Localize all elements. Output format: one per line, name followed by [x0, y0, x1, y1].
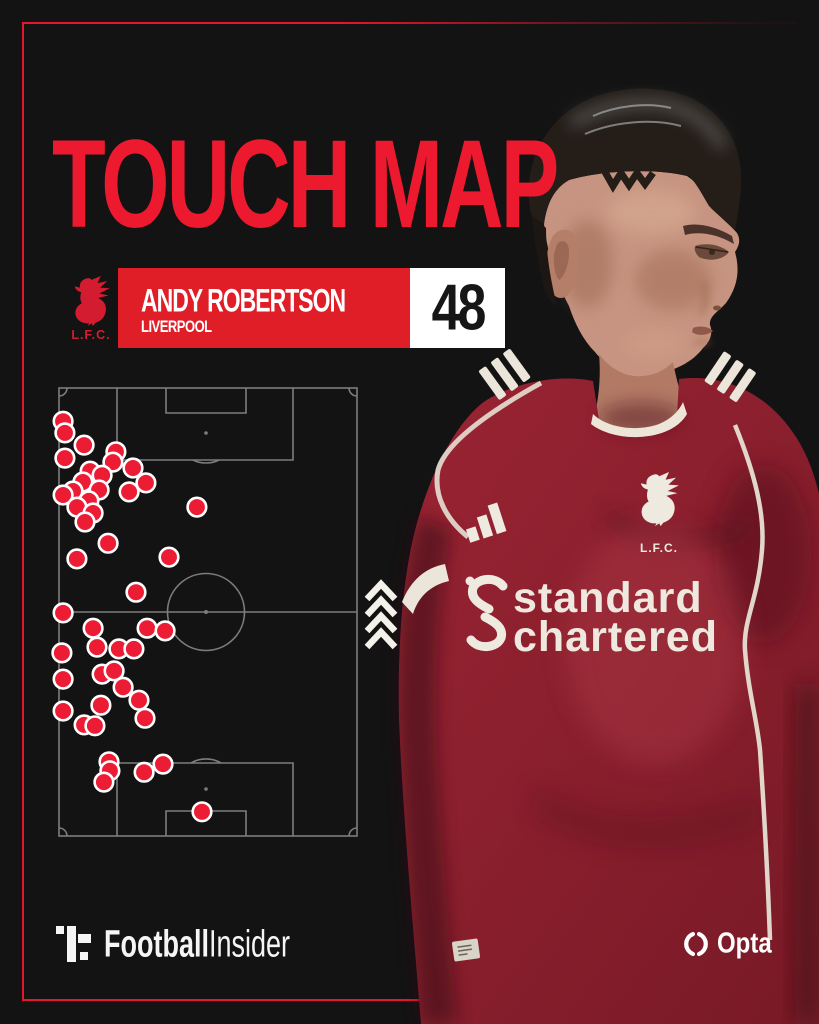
touch-dot [84, 715, 106, 737]
hair [528, 88, 742, 230]
opta-icon [684, 931, 708, 957]
touch-dot [122, 457, 144, 479]
standard-chartered-icon [465, 575, 508, 651]
touch-dot [97, 532, 119, 554]
touch-dot [133, 761, 155, 783]
touch-dots [51, 410, 213, 823]
sleeve-cuff [402, 564, 449, 614]
touch-dot [73, 434, 95, 456]
frame-border-fade [340, 20, 819, 28]
touch-dot [52, 484, 74, 506]
touch-dot [191, 801, 213, 823]
player-photo: L.F.C. standard chartered [364, 88, 819, 1024]
mouth [692, 326, 713, 335]
touch-dot [128, 689, 150, 711]
touch-dot [86, 636, 108, 658]
touch-dot [66, 548, 88, 570]
touch-dot [93, 771, 115, 793]
crest-label: L.F.C. [71, 328, 111, 342]
touch-dot [52, 700, 74, 722]
jersey-crest-label: L.F.C. [640, 541, 678, 555]
touch-dot [134, 707, 156, 729]
liverpool-crest-icon [66, 274, 116, 326]
touch-dot [54, 447, 76, 469]
footballinsider-wordmark: FootballInsider [104, 922, 290, 965]
touch-dot [54, 422, 76, 444]
touch-map-pitch [51, 387, 358, 837]
brand-regular: Insider [208, 922, 291, 965]
touch-dot [52, 668, 74, 690]
touches-value: 48 [431, 271, 487, 345]
footballinsider-icon [56, 926, 91, 962]
touch-dot [125, 581, 147, 603]
sponsor-line1: standard [513, 574, 703, 622]
touch-dot [90, 694, 112, 716]
jersey: L.F.C. standard chartered [364, 349, 819, 1024]
touches-stat-box: 48 [410, 268, 505, 348]
touch-dot [82, 617, 104, 639]
shoulder-stripes-right [704, 351, 756, 402]
touch-dot [103, 660, 125, 682]
piping-right [732, 424, 773, 941]
sponsor-line2: chartered [513, 613, 718, 661]
shoulder-stripes-left [479, 349, 531, 400]
opta-wordmark: Opta [717, 927, 772, 960]
touch-dot [112, 676, 134, 698]
touch-dot [123, 638, 145, 660]
touch-dot [186, 496, 208, 518]
touch-dot [51, 642, 73, 664]
pitch-markings [58, 387, 358, 837]
player-head [528, 88, 742, 433]
touch-dot [135, 472, 157, 494]
touch-dot [158, 546, 180, 568]
eyebrow [683, 224, 734, 244]
player-banner: ANDY ROBERTSON LIVERPOOL [118, 268, 410, 348]
player-name: ANDY ROBERTSON [141, 282, 346, 319]
footballinsider-logo: FootballInsider [56, 922, 290, 965]
touch-dot [118, 481, 140, 503]
adidas-logo-icon [465, 502, 507, 543]
team-name: LIVERPOOL [141, 317, 212, 336]
page-title: TOUCH MAP [52, 113, 559, 255]
piping-left [434, 380, 543, 539]
opta-logo: Opta [683, 927, 772, 960]
jersey-tag [451, 938, 481, 962]
touch-dot [136, 617, 158, 639]
touch-dot [52, 602, 74, 624]
touch-dot [154, 620, 176, 642]
touch-dot [152, 753, 174, 775]
brand-bold: Football [104, 922, 209, 965]
chevrons-up-icon [364, 579, 398, 650]
touch-dot [74, 511, 96, 533]
collar [591, 402, 687, 438]
